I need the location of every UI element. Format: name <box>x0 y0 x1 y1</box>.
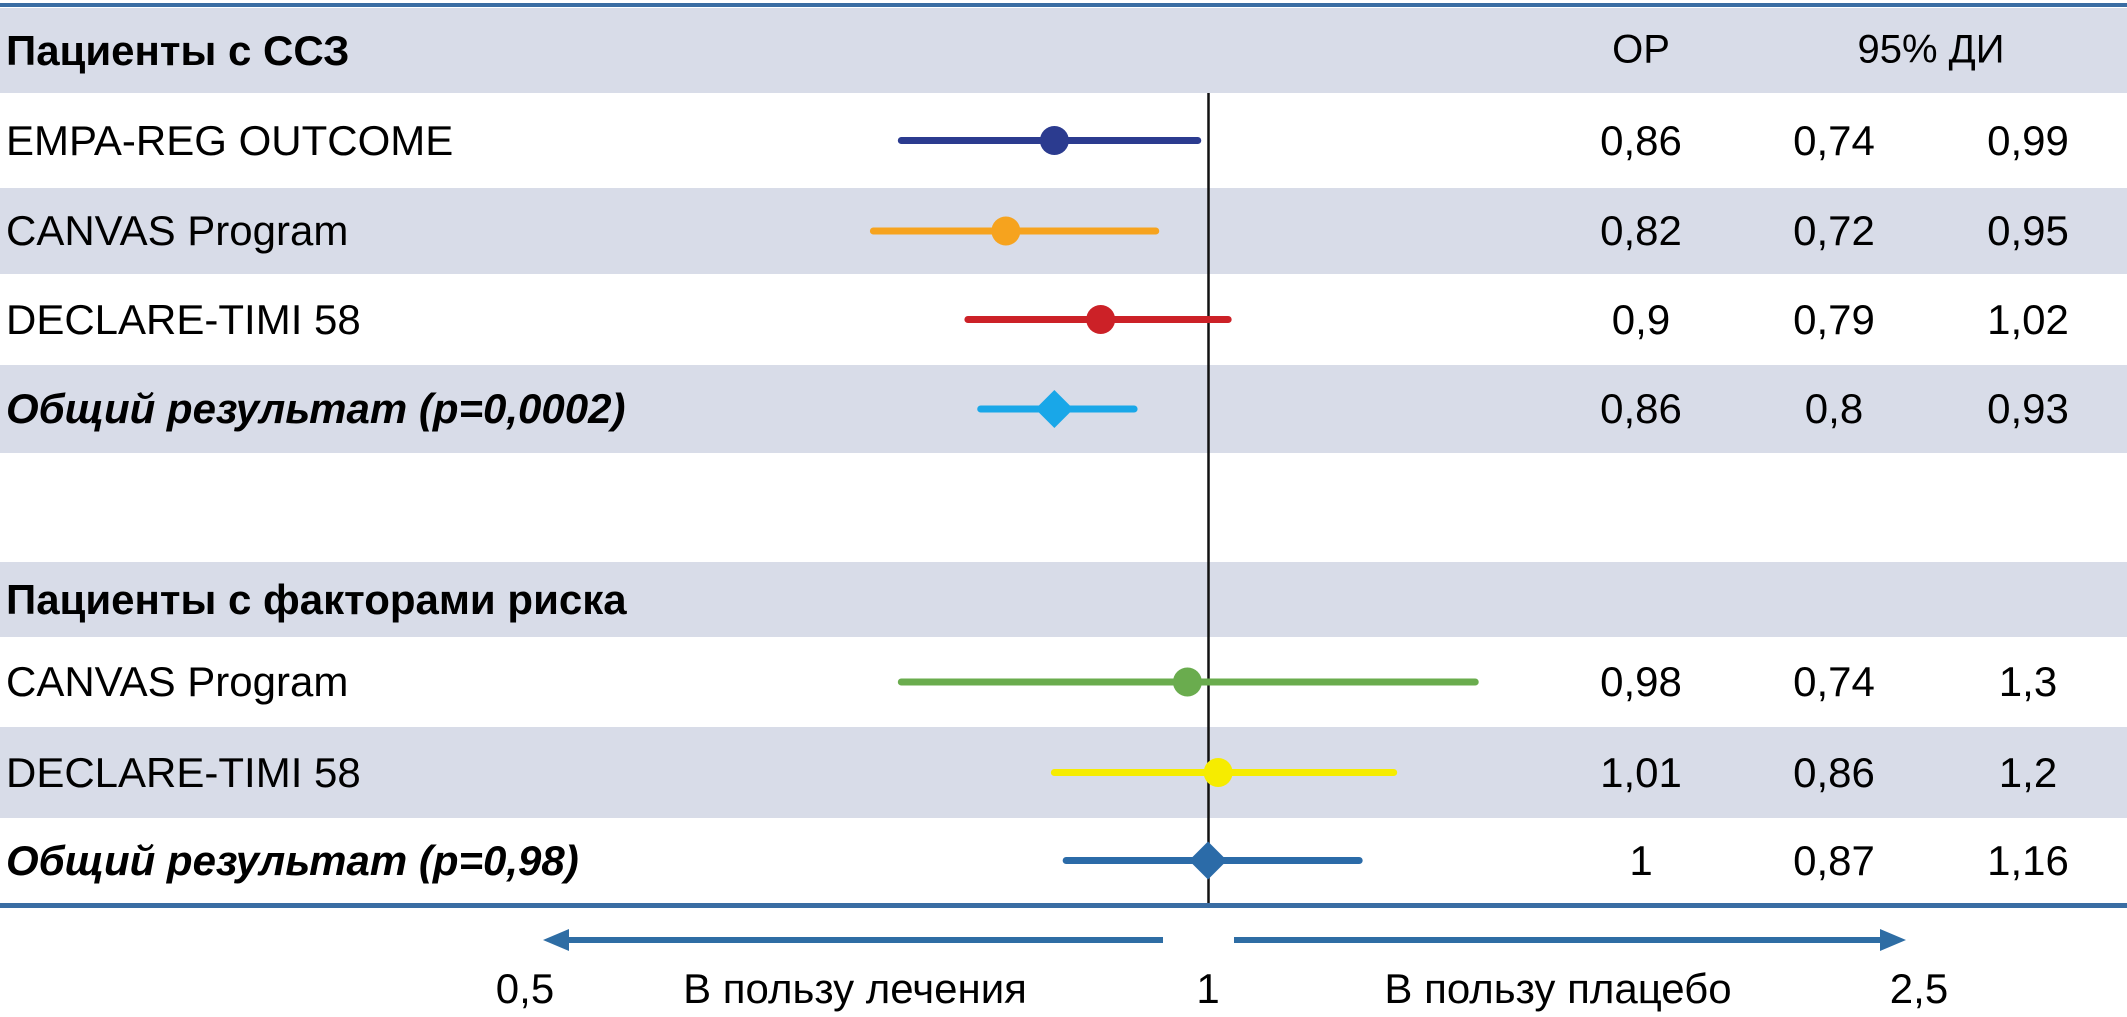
summary-diamond-marker <box>1035 390 1074 428</box>
bottom-border-rule <box>0 903 2127 908</box>
ci-high-value: 0,99 <box>1987 116 2069 164</box>
or-value: 0,86 <box>1600 385 1682 432</box>
ci-low-value: 0,79 <box>1793 295 1875 343</box>
or-value: 0,82 <box>1600 207 1682 254</box>
or-value: 1 <box>1629 836 1653 884</box>
ci-low-value: 0,72 <box>1793 207 1875 254</box>
ci-high-value: 1,02 <box>1987 295 2069 343</box>
favors-treatment-arrowhead-icon <box>543 929 569 951</box>
axis-tick-mid: 1 <box>1196 965 1220 1012</box>
study-row: EMPA-REG OUTCOME 0,86 0,74 0,99 <box>0 93 2127 188</box>
study-row: Общий результат (p=0,0002) 0,86 0,8 0,93 <box>0 365 2127 453</box>
point-marker-circle <box>1203 758 1233 787</box>
favors-placebo-label: В пользу плацебо <box>1384 965 1732 1012</box>
point-marker-circle <box>1086 305 1116 334</box>
summary-diamond-marker <box>1189 841 1227 880</box>
point-marker-circle <box>1172 667 1202 697</box>
ci-high-value: 0,95 <box>1987 207 2069 254</box>
or-value: 0,9 <box>1611 295 1671 343</box>
ci-low-value: 0,74 <box>1793 116 1875 164</box>
or-column-header: ОР <box>1612 27 1670 72</box>
study-label: DECLARE-TIMI 58 <box>6 748 361 796</box>
group-header-label: Пациенты с факторами риска <box>6 575 627 623</box>
study-label: DECLARE-TIMI 58 <box>6 295 361 343</box>
ci-low-value: 0,86 <box>1793 748 1875 796</box>
favors-placebo-arrowhead-icon <box>1880 929 1906 951</box>
ci-low-value: 0,74 <box>1793 658 1875 705</box>
study-label: CANVAS Program <box>6 658 349 705</box>
or-value: 1,01 <box>1600 748 1682 796</box>
axis-tick-high: 2,5 <box>1889 965 1949 1012</box>
ci-high-value: 1,2 <box>1998 748 2058 796</box>
confidence-intervals-group <box>869 126 1479 880</box>
group-header-row: Пациенты с факторами риска <box>0 562 2127 637</box>
ci-high-value: 0,93 <box>1987 385 2069 432</box>
ci-high-value: 1,16 <box>1987 836 2069 884</box>
spacer-row <box>0 453 2127 562</box>
ci-high-value: 1,3 <box>1998 658 2058 705</box>
study-label: CANVAS Program <box>6 207 349 254</box>
or-value: 0,86 <box>1600 116 1682 164</box>
ci-column-header: 95% ДИ <box>1857 27 2005 72</box>
axis-tick-low: 0,5 <box>495 965 555 1012</box>
point-marker-circle <box>1039 126 1069 155</box>
point-marker-circle <box>991 216 1021 246</box>
study-label: Общий результат (p=0,98) <box>6 836 579 884</box>
ci-low-value: 0,87 <box>1793 836 1875 884</box>
ci-low-value: 0,8 <box>1804 385 1864 432</box>
or-value: 0,98 <box>1600 658 1682 705</box>
study-label: Общий результат (p=0,0002) <box>6 385 626 432</box>
group-header-row: Пациенты с ССЗ <box>0 8 2127 93</box>
group-header-label: Пациенты с ССЗ <box>6 26 350 74</box>
favors-treatment-label: В пользу лечения <box>683 965 1027 1012</box>
study-label: EMPA-REG OUTCOME <box>6 116 454 164</box>
top-border-rule <box>0 3 2127 7</box>
